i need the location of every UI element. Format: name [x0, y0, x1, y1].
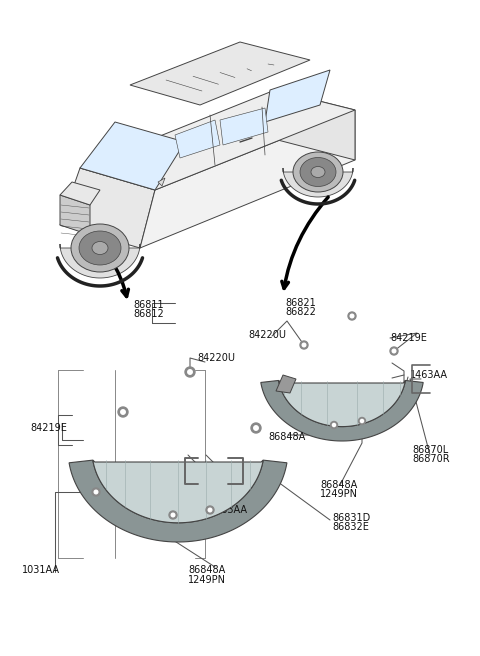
Polygon shape — [60, 182, 100, 205]
Text: 84219E: 84219E — [390, 333, 427, 343]
Circle shape — [94, 490, 98, 494]
Text: 86822: 86822 — [285, 307, 316, 317]
Circle shape — [206, 506, 214, 514]
Circle shape — [185, 367, 195, 377]
Circle shape — [254, 426, 258, 430]
Text: 86812: 86812 — [133, 309, 164, 319]
Text: 86848A: 86848A — [188, 565, 226, 575]
Polygon shape — [80, 122, 185, 190]
Circle shape — [171, 513, 175, 517]
Text: 86832E: 86832E — [332, 522, 369, 532]
Text: 86848A: 86848A — [268, 432, 305, 442]
Text: 1249PN: 1249PN — [188, 575, 226, 585]
Ellipse shape — [311, 167, 325, 178]
Text: 86821: 86821 — [285, 298, 316, 308]
Polygon shape — [60, 90, 355, 248]
Polygon shape — [158, 178, 165, 186]
Text: 1463AA: 1463AA — [210, 505, 248, 515]
Polygon shape — [80, 90, 355, 190]
Polygon shape — [278, 380, 406, 426]
Polygon shape — [69, 460, 287, 542]
Polygon shape — [60, 244, 140, 278]
Circle shape — [208, 508, 212, 512]
Text: 84220U: 84220U — [197, 353, 235, 363]
Circle shape — [392, 349, 396, 353]
Text: 86870R: 86870R — [412, 454, 450, 464]
Polygon shape — [130, 42, 310, 105]
Circle shape — [350, 314, 354, 318]
Polygon shape — [270, 90, 355, 160]
Text: 86811: 86811 — [133, 300, 164, 310]
Polygon shape — [265, 70, 330, 122]
Circle shape — [169, 511, 177, 519]
Ellipse shape — [79, 231, 121, 265]
Circle shape — [331, 422, 337, 428]
Ellipse shape — [71, 224, 129, 272]
Text: 84219E: 84219E — [30, 423, 67, 433]
Ellipse shape — [293, 152, 343, 192]
Circle shape — [121, 410, 125, 414]
Circle shape — [118, 407, 128, 417]
Text: 86870L: 86870L — [412, 445, 448, 455]
Circle shape — [333, 423, 336, 426]
Text: 1463AA: 1463AA — [410, 370, 448, 380]
Polygon shape — [140, 110, 355, 248]
Polygon shape — [175, 120, 220, 158]
Polygon shape — [276, 375, 296, 393]
Circle shape — [348, 312, 356, 320]
Polygon shape — [261, 380, 423, 441]
Circle shape — [359, 417, 365, 424]
Circle shape — [390, 347, 398, 355]
Text: 86848A: 86848A — [320, 480, 357, 490]
Circle shape — [302, 343, 306, 347]
Text: 1249PN: 1249PN — [320, 489, 358, 499]
Ellipse shape — [92, 241, 108, 255]
Circle shape — [92, 488, 100, 496]
Text: 1031AA: 1031AA — [22, 565, 60, 575]
Polygon shape — [60, 195, 90, 235]
Circle shape — [360, 419, 363, 422]
Text: 84220U: 84220U — [248, 330, 286, 340]
Circle shape — [300, 341, 308, 349]
Text: 86831D: 86831D — [332, 513, 370, 523]
Polygon shape — [60, 168, 155, 248]
Polygon shape — [283, 168, 353, 197]
Ellipse shape — [300, 157, 336, 186]
Polygon shape — [93, 460, 263, 523]
Circle shape — [188, 370, 192, 375]
Polygon shape — [220, 108, 268, 145]
Circle shape — [251, 423, 261, 433]
